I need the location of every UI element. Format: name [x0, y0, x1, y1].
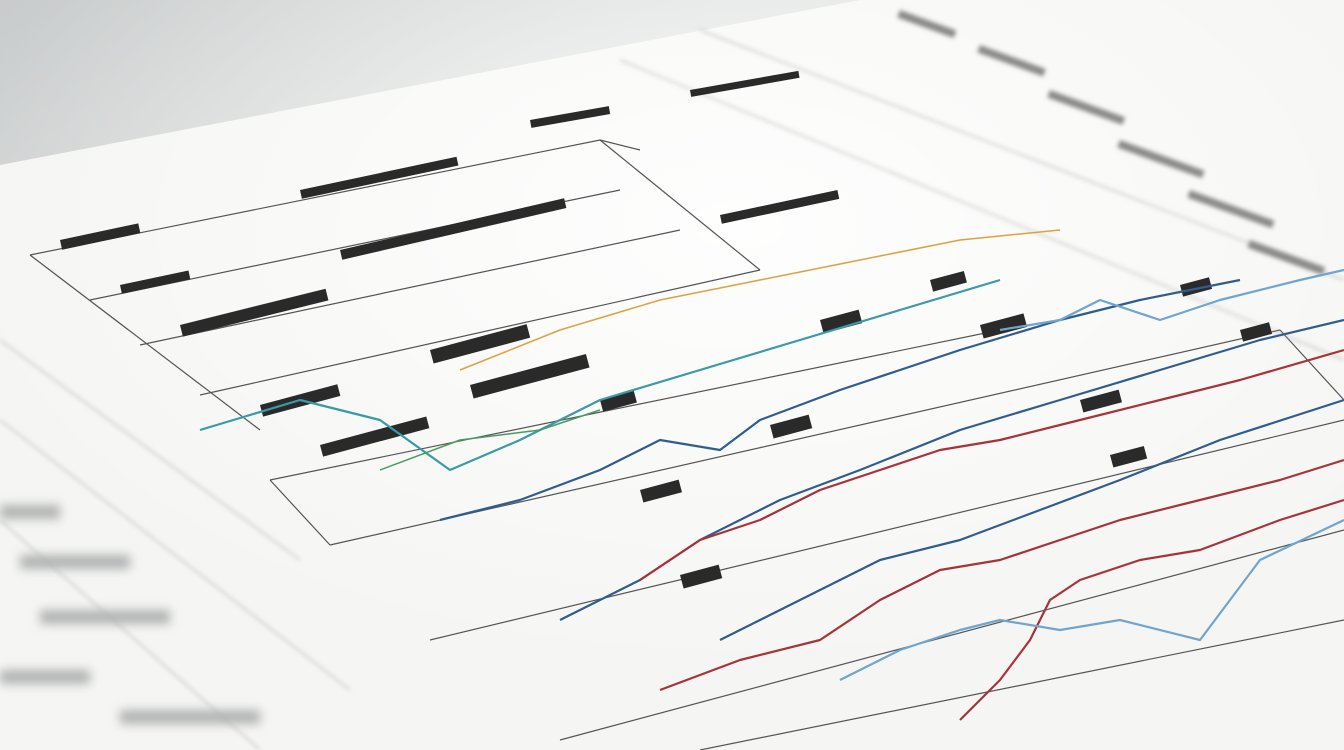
table-grid [29, 139, 1344, 750]
series-line-red [639, 348, 1344, 581]
series-line-green [379, 409, 601, 471]
blurred-text-marks-left [0, 505, 260, 724]
series-line-blue-3 [719, 398, 1344, 641]
series-line-blue [439, 278, 1241, 522]
series-line-light-blue [839, 519, 1344, 681]
series-line-red-3 [959, 498, 1344, 721]
series-line-teal [199, 278, 1001, 472]
series-line-orange [459, 229, 1061, 371]
series-line-red-2 [659, 458, 1344, 692]
blurred-text-marks-right [897, 10, 1326, 275]
series-line-light-blue-2 [999, 268, 1344, 332]
